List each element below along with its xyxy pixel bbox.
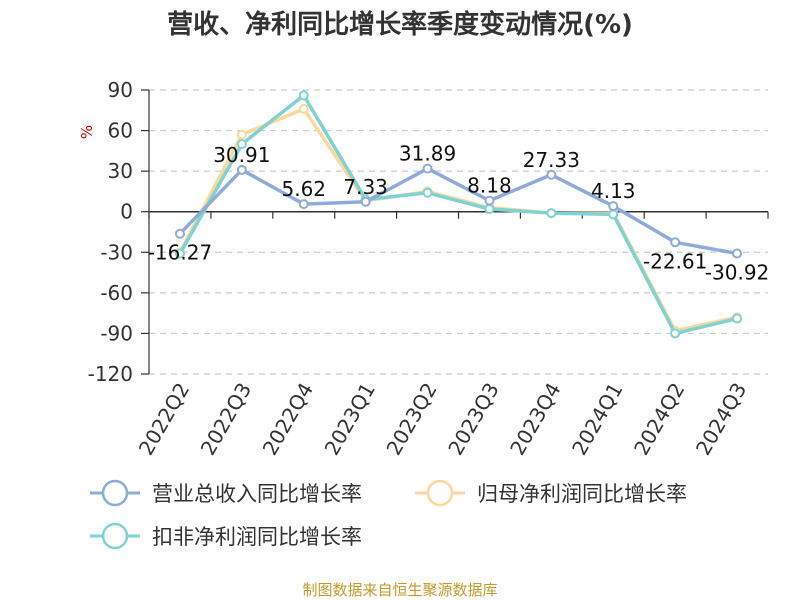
data-label: 8.18 [467,174,512,198]
legend-marker [101,479,129,507]
x-tick-label: 2024Q1 [567,379,627,460]
data-point [174,228,185,239]
x-tick-label: 2022Q2 [134,379,194,460]
x-tick-label: 2023Q2 [381,379,441,460]
y-tick-label: -60 [100,281,133,305]
x-tick-labels: 2022Q2 2022Q3 2022Q4 2023Q1 2023Q2 2023Q3 2023… [134,379,752,460]
legend-marker [426,479,454,507]
data-label: 30.91 [213,143,270,167]
data-label: 5.62 [281,177,326,201]
data-point [236,139,247,150]
data-point [236,129,247,140]
y-tick-label: 90 [108,78,133,102]
x-tick-label: 2023Q3 [443,379,503,460]
data-point [360,196,371,207]
data-point [298,199,309,210]
y-tick-label: 0 [120,200,133,224]
x-tick-label: 2024Q3 [691,379,751,460]
legend-label: 营业总收入同比增长率 [152,482,362,506]
data-point [546,169,557,180]
x-tick-label: 2022Q3 [196,379,256,460]
y-tick-label: 60 [108,119,133,143]
data-label: 7.33 [343,175,388,199]
data-point [670,328,681,339]
data-point [236,164,247,175]
series-line [178,166,738,256]
data-point [546,208,557,219]
data-label: 4.13 [591,179,636,203]
legend-label: 归母净利润同比增长率 [477,482,687,506]
source-note: 制图数据来自恒生聚源数据库 [302,581,497,599]
data-labels: -16.27 30.91 5.62 7.33 31.89 8.18 27.33 4.13 -22… [148,142,770,285]
y-axis-unit: % [78,125,96,139]
data-point [174,248,185,259]
series-lines [174,90,743,339]
data-label: -22.61 [643,249,707,273]
x-tick-label: 2024Q2 [629,379,689,460]
x-tick-label: 2023Q1 [320,379,380,460]
x-tick-label: 2022Q4 [258,379,318,460]
legend-label: 扣非净利润同比增长率 [152,525,362,549]
data-label: -30.92 [705,261,769,285]
y-tick-label: -120 [88,362,133,386]
series-line [178,93,738,336]
data-point [484,204,495,215]
axes [141,89,769,375]
data-point [732,313,743,324]
data-point [670,237,681,248]
y-tick-label: -90 [100,321,133,345]
legend-marker [101,522,129,550]
data-label: -16.27 [148,241,212,265]
data-label: 27.33 [523,148,580,172]
data-point [484,195,495,206]
data-point [422,163,433,174]
data-point [298,103,309,114]
data-point [422,187,433,198]
y-tick-label: 30 [108,159,133,183]
y-tick-label: -30 [100,240,133,264]
data-point [608,209,619,220]
data-point [732,248,743,259]
data-point [298,90,309,101]
x-tick-label: 2023Q4 [505,379,565,460]
data-label: 31.89 [399,142,456,166]
data-point [608,201,619,212]
chart-title: 营收、净利同比增长率季度变动情况(%) [167,9,633,40]
y-tick-labels: 90 60 30 0 -30 -60 -90 -120 [88,78,133,386]
